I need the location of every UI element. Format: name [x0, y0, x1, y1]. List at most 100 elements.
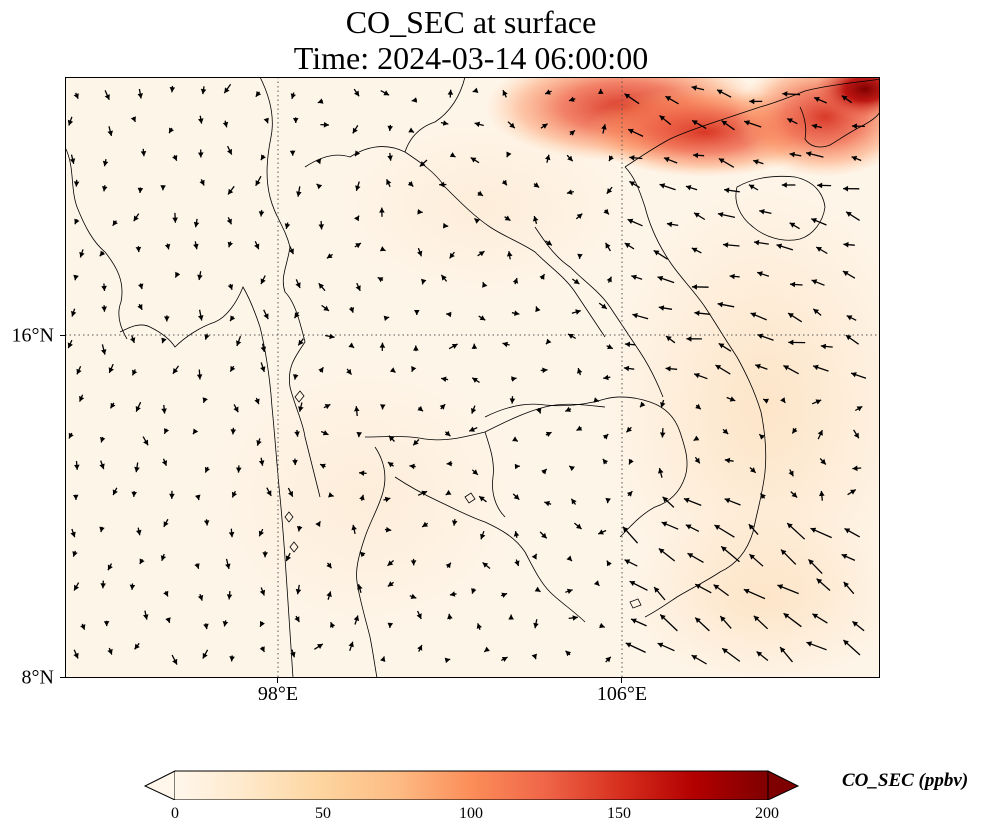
wind-arrow-head: [782, 91, 788, 97]
wind-arrow-head: [851, 123, 857, 129]
colorbar-min-extend: [143, 770, 176, 800]
wind-arrow-head: [539, 274, 545, 280]
wind-arrow-head: [292, 459, 298, 466]
colorbar-tick-50: 50: [315, 805, 331, 822]
wind-arrow-head: [443, 222, 449, 229]
wind-arrow-head: [69, 158, 76, 164]
wind-arrow-head: [776, 243, 783, 249]
wind-arrow-head: [410, 593, 417, 599]
wind-arrow-head: [329, 333, 335, 340]
wind-arrow-head: [228, 188, 234, 195]
wind-arrow-head: [193, 243, 199, 250]
wind-arrow-head: [451, 344, 458, 349]
wind-arrow-head: [231, 491, 237, 498]
wind-arrow-head: [814, 96, 820, 102]
wind-arrow-head: [660, 402, 666, 408]
wind-arrow-head: [695, 403, 701, 410]
wind-arrow-head: [576, 523, 582, 529]
wind-arrow-head: [546, 338, 552, 345]
wind-arrow-head: [810, 527, 817, 533]
wind-arrow-head: [200, 88, 207, 95]
wind-arrow-head: [409, 463, 415, 470]
wind-arrow-head: [100, 436, 106, 443]
wind-arrow-head: [659, 183, 666, 189]
wind-arrow-head: [99, 250, 106, 257]
wind-arrow-head: [722, 648, 728, 654]
wind-arrow-head: [131, 491, 137, 497]
wind-arrow-head: [296, 191, 302, 197]
wind-arrow-head: [783, 365, 790, 371]
wind-arrow-head: [686, 336, 692, 342]
wind-arrow-head: [134, 466, 140, 473]
wind-arrow-head: [713, 584, 720, 590]
wind-arrow-head: [624, 559, 631, 565]
lat-label-16N: 16°N: [11, 324, 54, 347]
wind-arrow-head: [379, 207, 385, 213]
wind-arrow-head: [566, 588, 573, 594]
wind-arrow-head: [724, 457, 731, 464]
wind-arrow-head: [202, 652, 208, 659]
wind-arrow-head: [535, 306, 541, 313]
gridlines: [65, 77, 880, 678]
wind-arrow-head: [472, 377, 478, 383]
wind-arrow-head: [416, 613, 422, 619]
wind-arrow-head: [788, 339, 794, 346]
colorbar-tick-150: 150: [607, 805, 631, 822]
wind-arrow-head: [666, 336, 672, 342]
wind-arrow-head: [755, 363, 761, 370]
wind-arrow-head: [666, 221, 673, 228]
wind-arrow-head: [717, 89, 723, 95]
wind-arrow-head: [288, 248, 294, 255]
wind-arrow-head: [813, 308, 819, 315]
wind-arrow-head: [387, 560, 394, 566]
wind-arrow-head: [172, 155, 178, 161]
wind-arrow-head: [79, 395, 85, 402]
wind-arrow-head: [198, 152, 204, 158]
lon-label-98E: 98°E: [257, 683, 299, 705]
wind-arrow-head: [260, 154, 266, 161]
wind-arrow-head: [476, 623, 482, 629]
wind-arrow-head: [605, 242, 611, 249]
wind-arrow-head: [133, 215, 139, 222]
wind-arrow-head: [816, 578, 823, 584]
wind-arrow-head: [512, 278, 519, 284]
wind-arrow-head: [640, 401, 646, 408]
wind-arrow-head: [441, 274, 447, 281]
wind-arrow-head: [384, 496, 391, 503]
wind-arrow-head: [533, 216, 539, 222]
wind-arrow-head: [227, 148, 232, 155]
wind-arrow-head: [230, 429, 237, 435]
wind-arrow-head: [718, 158, 725, 164]
wind-arrow-head: [691, 284, 697, 290]
wind-arrow-head: [324, 404, 331, 410]
wind-arrow-head: [843, 581, 849, 588]
wind-arrow-head: [225, 563, 231, 569]
wind-arrow-head: [259, 646, 265, 652]
wind-arrow-head: [631, 274, 637, 280]
wind-arrow-head: [541, 532, 547, 539]
wind-arrow-head: [233, 406, 239, 413]
wind-arrow-head: [359, 551, 366, 558]
wind-arrow-head: [444, 430, 451, 437]
wind-arrow-head: [599, 622, 605, 629]
map-panel[interactable]: [65, 77, 880, 678]
wind-arrow-head: [255, 91, 262, 97]
wind-arrow-head: [820, 458, 826, 465]
wind-arrow-head: [531, 553, 537, 560]
wind-arrow-head: [292, 118, 299, 123]
wind-arrow-head: [348, 342, 355, 348]
wind-arrow-head: [417, 645, 423, 651]
wind-arrow-head: [695, 617, 701, 623]
wind-arrow-head: [421, 278, 427, 285]
wind-arrow-head: [383, 315, 390, 321]
wind-arrow-head: [102, 160, 109, 167]
wind-arrow-head: [322, 430, 329, 436]
wind-arrow-head: [501, 592, 508, 598]
wind-arrow-head: [850, 489, 856, 495]
wind-arrow-head: [723, 242, 729, 248]
wind-arrow-head: [143, 439, 149, 446]
wind-arrow-head: [355, 285, 361, 291]
wind-arrow-head: [567, 155, 573, 162]
wind-arrow-head: [357, 584, 363, 590]
wind-arrow-head: [845, 335, 852, 341]
